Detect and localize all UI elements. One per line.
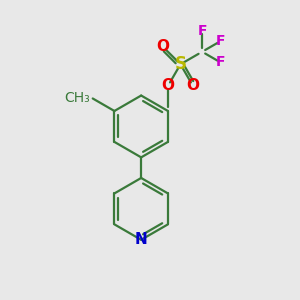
Text: F: F [197, 24, 207, 38]
Text: S: S [175, 55, 187, 73]
Text: N: N [135, 232, 148, 247]
Text: O: O [187, 79, 200, 94]
Text: F: F [216, 56, 225, 69]
Text: O: O [161, 79, 174, 94]
Text: F: F [216, 34, 225, 48]
Text: O: O [156, 39, 169, 54]
Text: CH₃: CH₃ [64, 92, 90, 106]
